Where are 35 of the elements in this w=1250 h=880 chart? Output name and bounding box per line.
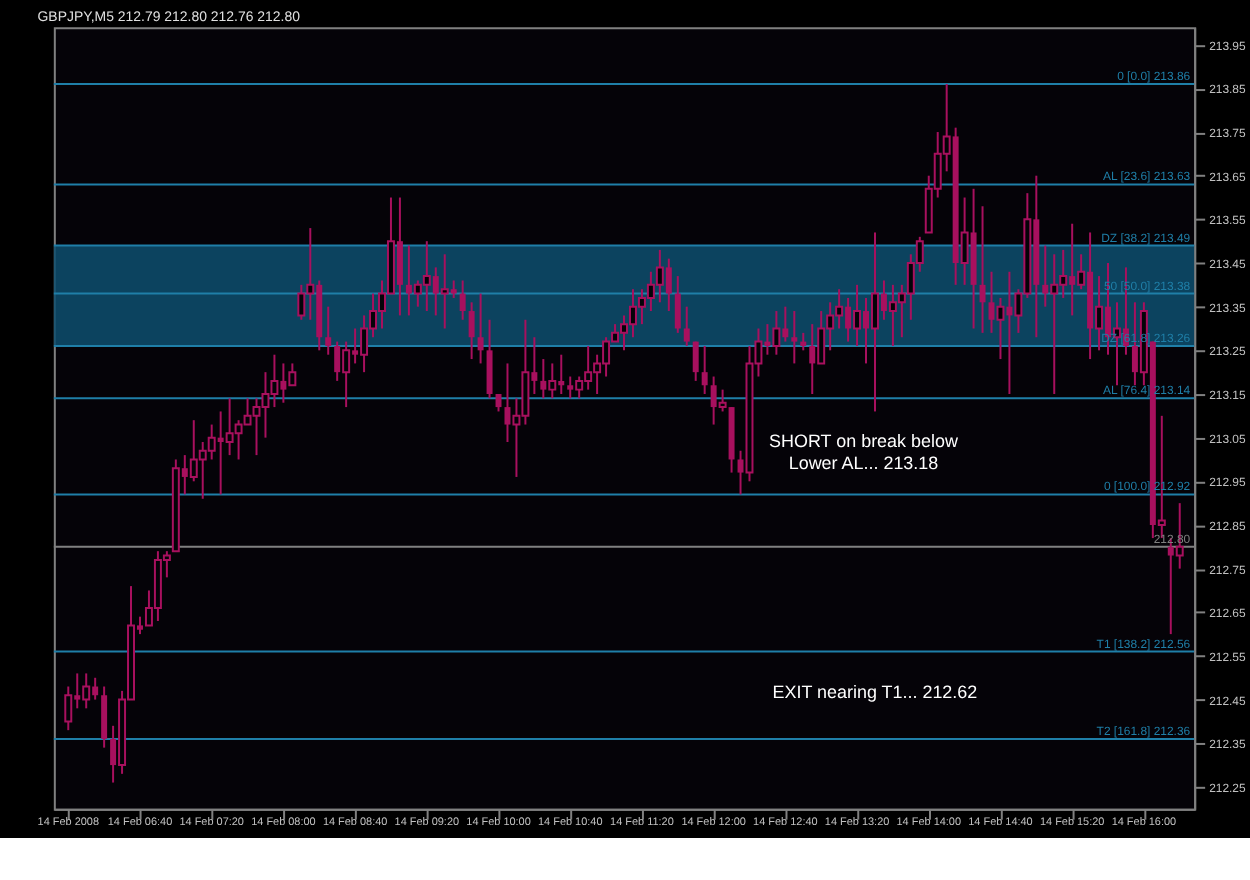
- candlestick: [692, 340, 699, 382]
- candlestick: [477, 292, 484, 365]
- candlestick: [325, 305, 332, 356]
- candlestick: [64, 685, 73, 732]
- candlestick: [870, 231, 879, 413]
- candlestick: [82, 672, 91, 710]
- candlestick: [252, 397, 261, 457]
- candlestick: [683, 305, 690, 347]
- candlestick: [486, 318, 493, 400]
- candlestick: [996, 296, 1005, 361]
- candlestick: [655, 248, 664, 304]
- candlestick: [1050, 253, 1059, 395]
- annotation: EXIT nearing T1... 212.62: [772, 681, 978, 702]
- candlestick: [243, 397, 252, 426]
- candlestick: [853, 283, 862, 347]
- candlestick: [288, 362, 297, 387]
- candlestick: [817, 310, 826, 365]
- candlestick: [342, 340, 351, 409]
- candlestick: [297, 283, 306, 321]
- candlestick: [575, 375, 584, 400]
- candlestick: [772, 310, 781, 356]
- candlestick: [360, 314, 369, 374]
- candlestick: [101, 685, 108, 749]
- candlestick: [440, 253, 449, 330]
- candlestick: [979, 205, 986, 334]
- candlestick: [207, 423, 216, 461]
- candlestick: [459, 279, 466, 321]
- candlestick: [701, 344, 708, 395]
- candlestick: [548, 362, 557, 400]
- candlestick: [468, 301, 475, 361]
- candlestick: [791, 310, 798, 365]
- candlestick: [422, 240, 431, 313]
- candlestick: [1095, 275, 1104, 352]
- annotation: SHORT on break below Lower AL... 213.18: [769, 431, 959, 474]
- candlestick: [674, 275, 681, 334]
